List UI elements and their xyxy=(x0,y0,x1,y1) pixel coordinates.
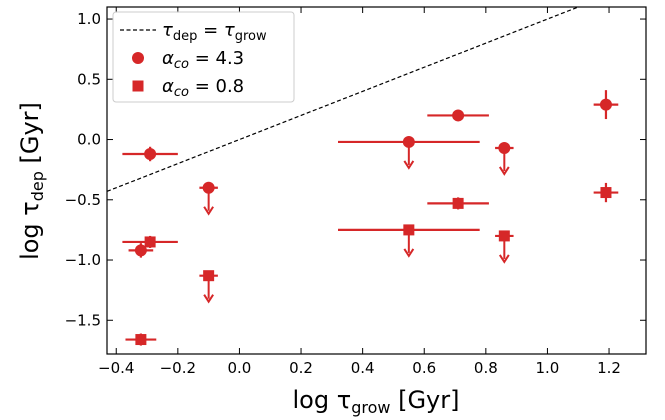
y-tick-label: −1.5 xyxy=(65,311,101,329)
legend-series-1-label: αco = 4.3 xyxy=(162,48,244,72)
data-point xyxy=(495,141,514,176)
x-tick-label: −0.4 xyxy=(98,359,134,377)
data-point xyxy=(199,270,218,304)
x-axis-label: log τgrow [Gyr] xyxy=(293,386,460,417)
data-point xyxy=(122,235,178,248)
data-point xyxy=(125,333,157,346)
legend-series-2-label: αco = 0.8 xyxy=(162,76,244,100)
tick-layer: −0.4 −0.2 0.0 0.2 0.4 0.6 0.8 1.0 1.2 −1.5 −1.0 −0.… xyxy=(65,7,646,377)
circle-marker xyxy=(498,141,511,154)
x-tick-label: 0.4 xyxy=(351,359,375,377)
legend-square-marker xyxy=(132,80,144,92)
data-layer xyxy=(122,90,619,346)
x-tick-label: 1.2 xyxy=(597,359,621,377)
square-marker xyxy=(498,230,510,242)
circle-marker xyxy=(144,147,157,160)
x-tick-label: −0.2 xyxy=(160,359,196,377)
square-marker xyxy=(600,187,612,199)
x-tick-label: 0.8 xyxy=(474,359,498,377)
data-point xyxy=(495,230,514,264)
x-tick-label: 0.0 xyxy=(228,359,252,377)
circle-marker xyxy=(134,244,147,257)
legend-box xyxy=(112,11,295,103)
x-tick-label: 0.6 xyxy=(412,359,436,377)
upper-limit-arrow xyxy=(203,294,214,304)
y-axis-label: log τdep [Gyr] xyxy=(16,102,47,260)
y-tick-label: 0.0 xyxy=(77,131,101,149)
data-point xyxy=(427,197,489,210)
x-tick-label: 1.0 xyxy=(536,359,560,377)
data-point xyxy=(338,224,480,258)
legend-circle-marker xyxy=(132,52,144,64)
circle-marker xyxy=(202,181,215,194)
circle-marker xyxy=(402,135,415,148)
y-tick-label: 0.5 xyxy=(77,70,101,88)
square-marker xyxy=(144,236,156,248)
upper-limit-arrow xyxy=(403,160,415,170)
data-point xyxy=(122,146,178,162)
legend: τdep = τgrow αco = 4.3 αco = 0.8 xyxy=(112,11,295,103)
upper-limit-arrow xyxy=(203,206,214,216)
plot-frame xyxy=(106,6,647,355)
square-marker xyxy=(135,334,147,346)
square-marker xyxy=(452,197,464,209)
square-marker xyxy=(203,270,215,282)
legend-reference-line-label: τdep = τgrow xyxy=(162,20,267,44)
y-tick-label: −1.0 xyxy=(65,251,101,269)
square-marker xyxy=(403,224,415,236)
y-tick-label: −0.5 xyxy=(65,191,101,209)
upper-limit-arrow xyxy=(498,254,510,264)
data-point xyxy=(593,182,619,203)
data-point xyxy=(427,109,489,122)
data-point xyxy=(199,181,218,216)
data-point xyxy=(338,135,480,170)
circle-marker xyxy=(452,109,465,122)
circle-marker xyxy=(599,98,612,111)
data-point xyxy=(128,243,154,258)
y-tick-label: 1.0 xyxy=(77,10,101,28)
x-tick-label: 0.2 xyxy=(289,359,313,377)
data-point xyxy=(593,90,619,120)
upper-limit-arrow xyxy=(498,166,510,176)
upper-limit-arrow xyxy=(403,248,415,258)
